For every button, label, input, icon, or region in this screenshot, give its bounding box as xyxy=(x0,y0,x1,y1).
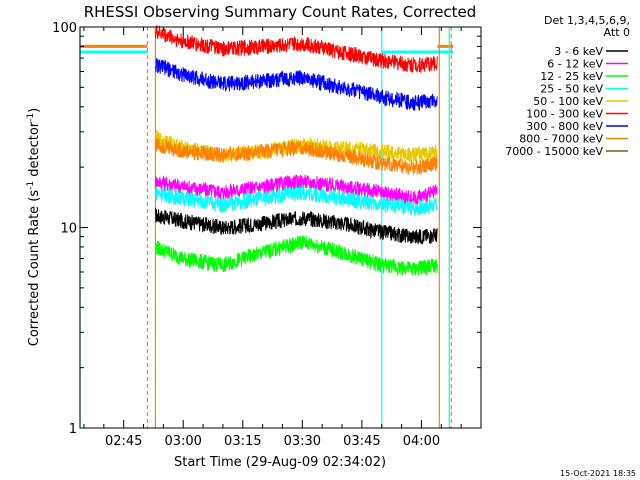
y-axis-label-part: ) xyxy=(27,108,42,113)
y-axis-label-part: Corrected Count Rate (s xyxy=(27,190,42,347)
y-tick-label: 100 xyxy=(52,21,77,36)
series-line xyxy=(154,138,438,176)
x-tick-label: 03:30 xyxy=(284,434,321,449)
legend-label: 800 - 7000 keV xyxy=(519,133,603,146)
legend-label: 50 - 100 keV xyxy=(533,95,603,108)
y-axis-label-part: -1 xyxy=(26,113,36,122)
footer-date: 15-Oct-2021 18:35 xyxy=(560,469,636,478)
legend-header: Att 0 xyxy=(604,26,630,39)
y-axis-label-part: detector xyxy=(27,121,42,181)
y-tick-label: 10 xyxy=(60,222,77,237)
y-axis-label-part: -1 xyxy=(26,181,36,190)
chart-title: RHESSI Observing Summary Count Rates, Co… xyxy=(84,3,477,21)
series-line xyxy=(154,58,438,111)
y-axis-label: Corrected Count Rate (s-1 detector-1) xyxy=(26,108,42,346)
series-line xyxy=(154,25,438,74)
legend-label: 100 - 300 keV xyxy=(526,108,603,121)
x-tick-label: 04:00 xyxy=(403,434,440,449)
x-axis-label: Start Time (29-Aug-09 02:34:02) xyxy=(174,455,386,470)
legend-label: 25 - 50 keV xyxy=(540,83,603,96)
legend-label: 3 - 6 keV xyxy=(554,45,603,58)
legend-header: Det 1,3,4,5,6,9, xyxy=(544,14,630,27)
x-tick-label: 03:15 xyxy=(224,434,261,449)
series-line xyxy=(154,207,438,245)
x-tick-label: 02:45 xyxy=(105,434,142,449)
series-line xyxy=(154,174,438,206)
legend-label: 12 - 25 keV xyxy=(540,70,603,83)
y-tick-label: 1 xyxy=(69,422,77,437)
series-line xyxy=(154,235,438,276)
x-axis: 02:45 03:00 03:15 03:30 03:45 04:00 xyxy=(83,27,482,449)
x-tick-label: 03:00 xyxy=(164,434,201,449)
legend-label: 300 - 800 keV xyxy=(526,120,603,133)
series-line xyxy=(154,184,438,216)
y-axis: 1 10 100 xyxy=(52,21,481,437)
legend-label: 6 - 12 keV xyxy=(547,58,603,71)
legend-label: 7000 - 15000 keV xyxy=(505,145,603,158)
x-tick-label: 03:45 xyxy=(343,434,380,449)
